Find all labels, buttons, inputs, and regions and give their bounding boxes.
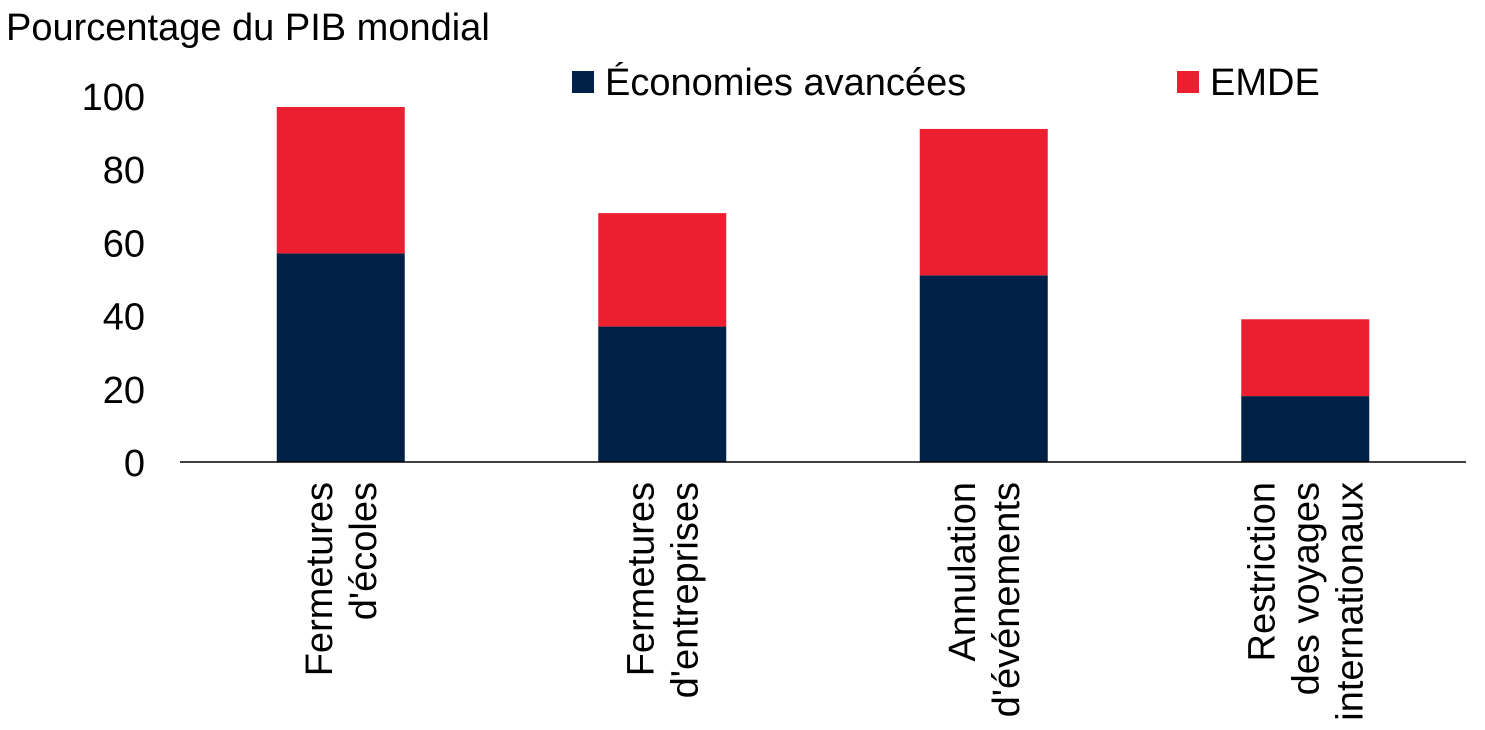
bars bbox=[276, 106, 1370, 462]
x-tick-label: Fermeturesd'entreprises bbox=[620, 482, 706, 698]
y-tick-label: 40 bbox=[103, 297, 145, 339]
y-tick-label: 100 bbox=[82, 77, 145, 119]
bar-segment-economies-avancees bbox=[276, 253, 405, 462]
legend: Économies avancées EMDE bbox=[572, 61, 1320, 104]
y-tick-label: 0 bbox=[124, 443, 145, 485]
bar-segment-economies-avancees bbox=[1241, 396, 1370, 462]
svg-text:Fermeturesd'écoles: Fermeturesd'écoles bbox=[299, 482, 385, 676]
legend-label: Économies avancées bbox=[605, 61, 966, 104]
bar-segment-emde bbox=[276, 106, 405, 254]
svg-text:Fermeturesd'entreprises: Fermeturesd'entreprises bbox=[620, 482, 706, 698]
y-tick-label: 60 bbox=[103, 223, 145, 265]
y-axis-ticks: 0 20 40 60 80 100 bbox=[82, 77, 145, 485]
x-axis-labels: Fermeturesd'écoles Fermeturesd'entreprise… bbox=[299, 482, 1372, 721]
bar-segment-emde bbox=[598, 213, 727, 327]
bar-segment-economies-avancees bbox=[919, 275, 1048, 462]
legend-swatch bbox=[1177, 71, 1199, 93]
bar-segment-economies-avancees bbox=[598, 326, 727, 462]
x-tick-label: Annulationd'événements bbox=[942, 482, 1028, 717]
y-axis-title: Pourcentage du PIB mondial bbox=[6, 7, 490, 49]
svg-text:Restrictiondes voyagesinternat: Restrictiondes voyagesinternationaux bbox=[1241, 482, 1371, 721]
legend-swatch bbox=[572, 71, 594, 93]
y-tick-label: 20 bbox=[103, 370, 145, 412]
svg-text:Annulationd'événements: Annulationd'événements bbox=[942, 482, 1028, 717]
y-tick-label: 80 bbox=[103, 150, 145, 192]
bar-segment-emde bbox=[919, 128, 1048, 276]
x-tick-label: Fermeturesd'écoles bbox=[299, 482, 385, 676]
bar-segment-emde bbox=[1241, 319, 1370, 397]
x-tick-label: Restrictiondes voyagesinternationaux bbox=[1241, 482, 1371, 721]
legend-label: EMDE bbox=[1210, 62, 1320, 104]
